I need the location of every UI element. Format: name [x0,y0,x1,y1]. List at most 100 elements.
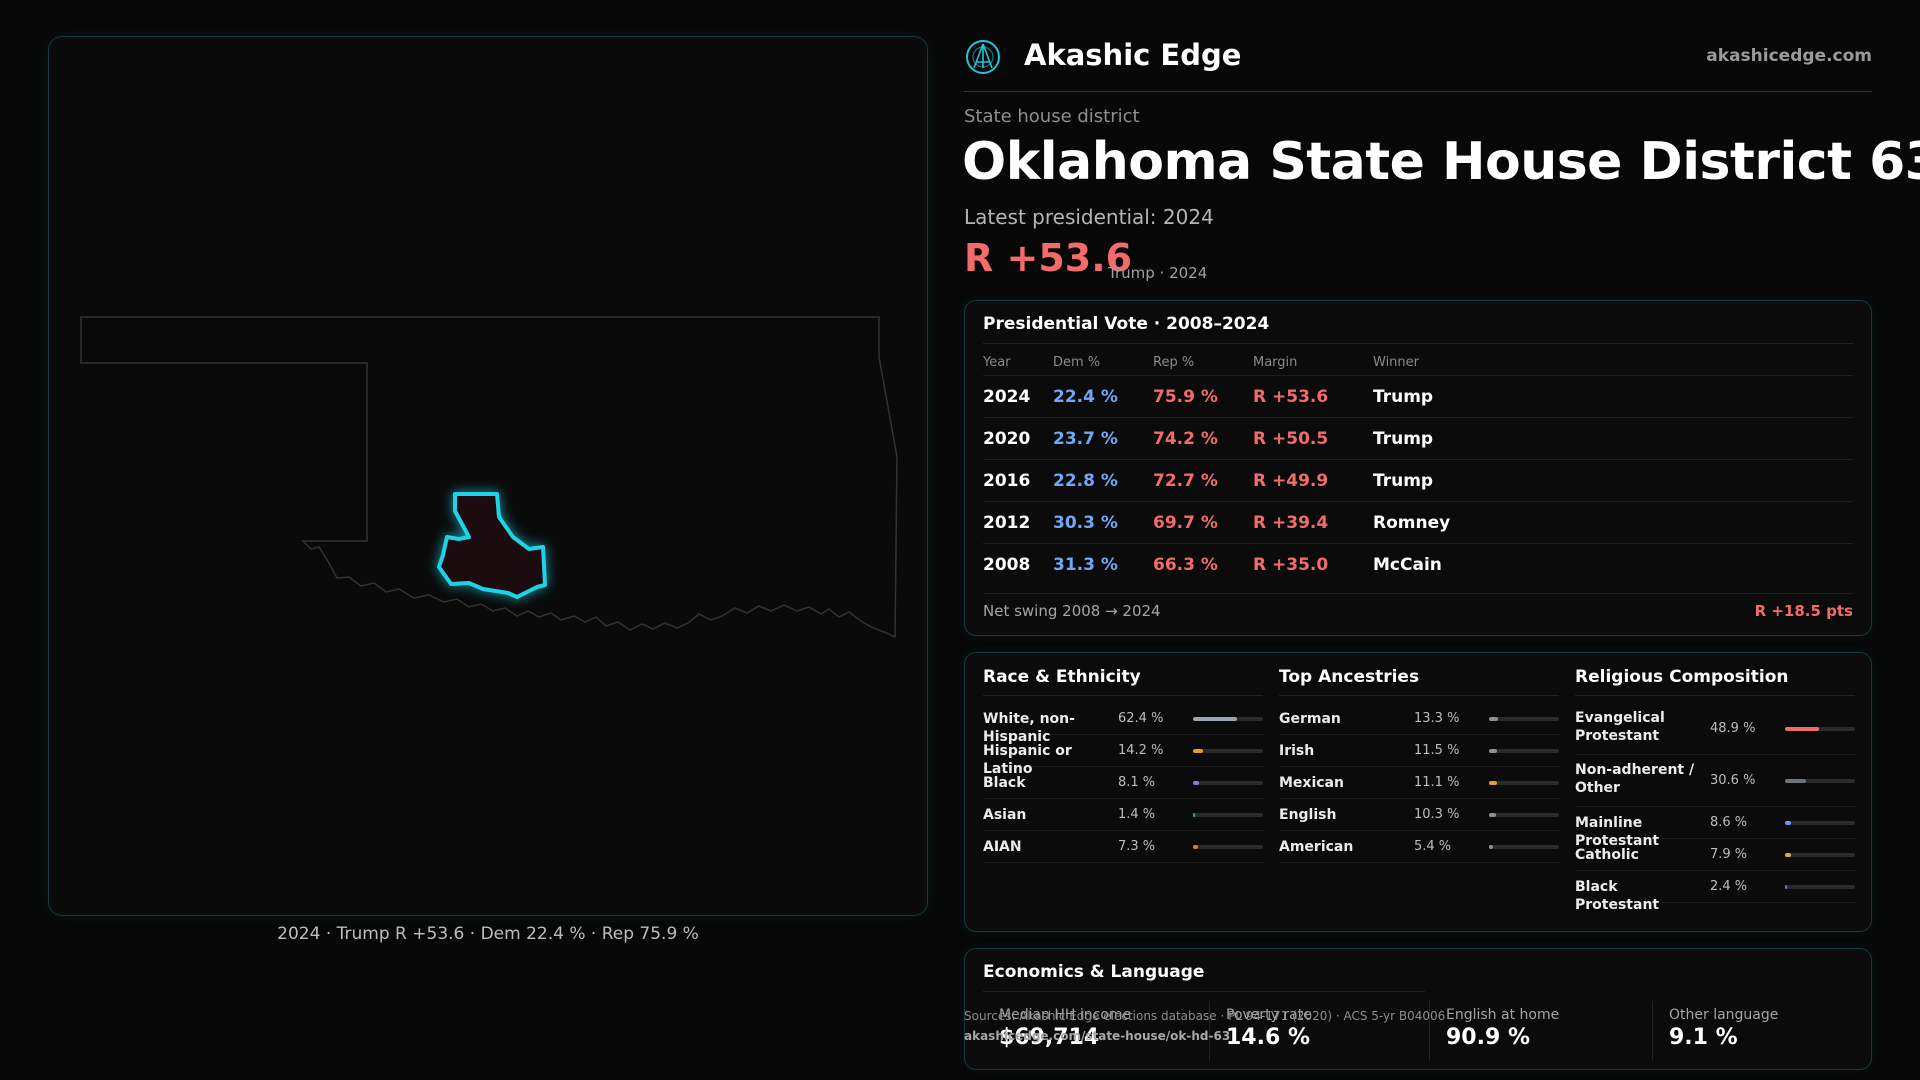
list-item: Black 8.1 % [983,767,1263,799]
latest-margin: R +53.6 [964,236,1133,280]
share-bar-track [1489,749,1559,753]
share-bar-fill [1489,845,1493,849]
share-bar-track [1785,885,1855,889]
share-bar-fill [1489,813,1497,817]
row-label: Mexican [1279,775,1344,791]
share-bar-fill [1489,781,1497,785]
share-bar-track [1489,781,1559,785]
english-at-home-value: 90.9 % [1446,1025,1530,1050]
share-bar-track [1785,727,1855,731]
row-value: 5.4 % [1414,839,1452,854]
share-bar-fill [1785,821,1792,825]
row-label: German [1279,711,1341,727]
divider [983,695,1263,696]
net-swing-label: Net swing 2008 → 2024 [983,602,1161,620]
religion-section: Religious Composition Evangelical Protes… [1575,653,1855,931]
row-label: Black Protestant [1575,879,1660,913]
share-bar-track [1193,749,1263,753]
row-value: 1.4 % [1118,807,1156,822]
brand-url-link[interactable]: akashicedge.com [1706,46,1872,66]
table-row: 2024 22.4 % 75.9 % R +53.6 Trump [983,375,1853,417]
ancestry-section: Top Ancestries German 13.3 % Irish 11.5 % Me… [1279,653,1559,931]
brand-name: Akashic Edge [1024,38,1242,72]
row-value: 7.9 % [1710,847,1748,862]
poverty-rate-value: 14.6 % [1226,1025,1310,1050]
akashic-logo-icon [966,40,1000,74]
district-map[interactable] [49,37,929,917]
presidential-vote-card: Presidential Vote · 2008–2024 Year Dem %… [964,300,1872,636]
share-bar-track [1785,853,1855,857]
other-language-label: Other language [1669,1007,1779,1023]
share-bar-track [1489,845,1559,849]
list-item: Non-adherent / Other 30.6 % [1575,755,1855,807]
table-row: 2008 31.3 % 66.3 % R +35.0 McCain [983,543,1853,585]
religion-title: Religious Composition [1575,667,1789,687]
presidential-vote-title: Presidential Vote · 2008–2024 [983,314,1270,334]
district-63-boundary[interactable] [437,492,547,599]
latest-presidential-label: Latest presidential: 2024 [964,205,1214,229]
col-dem-header: Dem % [1053,355,1101,370]
poverty-rate-stat: Poverty rate 14.6 % [1209,1001,1429,1061]
cell-year: 2012 [983,513,1031,533]
row-label: Hispanic or Latino [983,743,1072,777]
list-item: Black Protestant 2.4 % [1575,871,1855,913]
list-item: Mexican 11.1 % [1279,767,1559,799]
cell-margin: R +39.4 [1253,513,1329,533]
source-url-link[interactable]: akashicedge.com/state-house/ok-hd-63 [964,1029,1231,1043]
list-item: AIAN 7.3 % [983,831,1263,863]
row-value: 13.3 % [1414,711,1460,726]
median-income-label: Median HH income [999,1007,1132,1023]
race-ethnicity-section: Race & Ethnicity White, non-Hispanic 62.4… [983,653,1263,931]
cell-winner: Trump [1373,471,1434,491]
row-label: Evangelical Protestant [1575,710,1665,744]
share-bar-track [1489,717,1559,721]
cell-margin: R +49.9 [1253,471,1329,491]
row-label: Non-adherent / Other [1575,762,1695,796]
list-item: English 10.3 % [1279,799,1559,831]
other-language-value: 9.1 % [1669,1025,1738,1050]
cell-year: 2016 [983,471,1031,491]
cell-rep: 69.7 % [1153,513,1218,533]
row-label: White, non-Hispanic [983,711,1075,745]
map-panel[interactable] [48,36,928,916]
share-bar-track [1193,717,1263,721]
cell-winner: McCain [1373,555,1442,575]
cell-dem: 22.4 % [1053,387,1118,407]
median-income-stat: Median HH income $69,714 [983,1001,1203,1061]
other-language-stat: Other language 9.1 % [1652,1001,1852,1061]
share-bar-fill [1785,885,1787,889]
list-item: Hispanic or Latino 14.2 % [983,735,1263,777]
economics-title: Economics & Language [983,962,1205,982]
cell-rep: 72.7 % [1153,471,1218,491]
row-value: 30.6 % [1710,773,1756,788]
table-row: 2016 22.8 % 72.7 % R +49.9 Trump [983,459,1853,501]
share-bar-fill [1193,781,1199,785]
row-label: Mainline Protestant [1575,815,1660,849]
table-row: 2012 30.3 % 69.7 % R +39.4 Romney [983,501,1853,543]
share-bar-fill [1785,853,1791,857]
cell-margin: R +53.6 [1253,387,1329,407]
share-bar-track [1193,845,1263,849]
row-label: Asian [983,807,1027,823]
cell-dem: 31.3 % [1053,555,1118,575]
english-at-home-stat: English at home 90.9 % [1429,1001,1649,1061]
row-value: 10.3 % [1414,807,1460,822]
col-rep-header: Rep % [1153,355,1195,370]
cell-winner: Trump [1373,429,1434,449]
row-label: American [1279,839,1354,855]
row-value: 7.3 % [1118,839,1156,854]
cell-dem: 22.8 % [1053,471,1118,491]
row-label: English [1279,807,1337,823]
table-row: 2020 23.7 % 74.2 % R +50.5 Trump [983,417,1853,459]
divider [983,991,1425,992]
row-label: Catholic [1575,847,1639,863]
row-label: Black [983,775,1026,791]
divider [983,343,1853,344]
row-value: 62.4 % [1118,711,1164,726]
cell-margin: R +35.0 [1253,555,1329,575]
cell-winner: Trump [1373,387,1434,407]
cell-year: 2024 [983,387,1031,407]
latest-margin-sub: Trump · 2024 [1108,264,1208,282]
median-income-value: $69,714 [999,1025,1100,1050]
cell-rep: 75.9 % [1153,387,1218,407]
